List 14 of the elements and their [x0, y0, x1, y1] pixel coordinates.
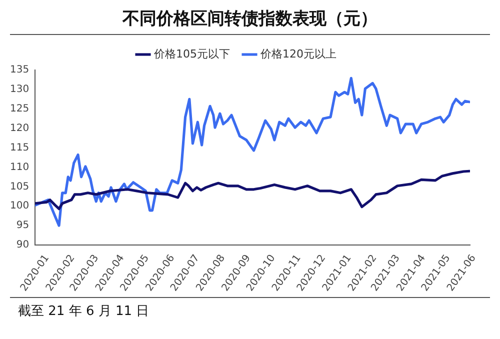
- y-tick-label: 125: [10, 103, 30, 114]
- y-tick-label: 90: [16, 240, 30, 251]
- y-tick-label: 100: [10, 200, 30, 212]
- y-tick-label: 95: [16, 220, 30, 232]
- chart-title: 不同价格区间转债指数表现（元）: [10, 0, 490, 35]
- y-tick-label: 130: [10, 84, 30, 96]
- y-tick-label: 110: [10, 162, 30, 173]
- y-tick-label: 115: [10, 142, 30, 154]
- text: 截至 21 年 6 月 11 日: [10, 297, 490, 320]
- legend-label: 价格105元以下: [153, 47, 230, 60]
- y-tick-label: 105: [10, 181, 30, 192]
- legend-label: 价格120元以上: [260, 47, 336, 60]
- y-tick-label: 135: [10, 64, 30, 76]
- y-tick-label: 120: [10, 122, 30, 134]
